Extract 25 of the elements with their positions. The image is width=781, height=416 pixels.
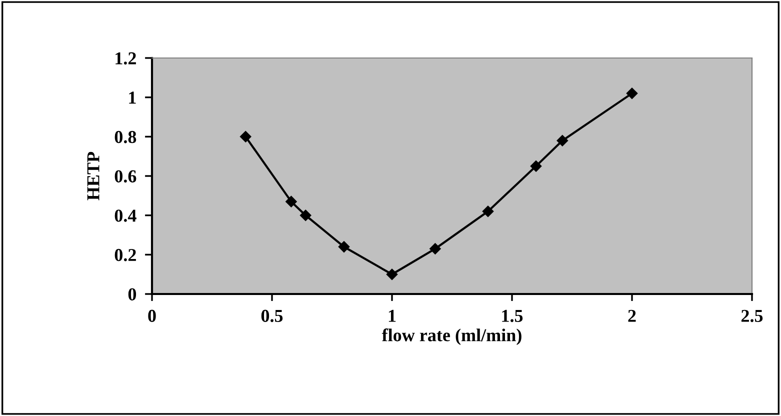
y-axis-title: HETP [87,152,100,200]
x-tick-label: 1 [388,310,396,322]
y-tick-label: 1.2 [116,52,136,65]
point [626,88,638,100]
x-axis-title: flow rate (ml/min) [382,328,522,345]
x-tick-label: 0 [148,310,156,322]
point [430,243,441,254]
x-tick-label: 1.5 [502,310,523,322]
x-tick-label: 0.5 [261,310,283,322]
y-tick-label: 0 [128,288,136,300]
point [338,241,350,252]
x-tick-label: 2 [628,310,636,322]
y-tick-label: 0.8 [114,130,136,144]
point [530,160,542,172]
x-tick-label: 2.5 [741,310,763,322]
point [386,268,398,280]
y-tick-label: 1 [129,92,136,104]
point [300,210,312,221]
point [240,131,252,142]
y-tick-label: 0.6 [114,170,136,183]
y-tick-label: 0.4 [114,210,136,222]
point [286,196,297,208]
y-tick-label: 0.2 [114,248,136,262]
point [556,134,568,146]
point [482,206,494,218]
